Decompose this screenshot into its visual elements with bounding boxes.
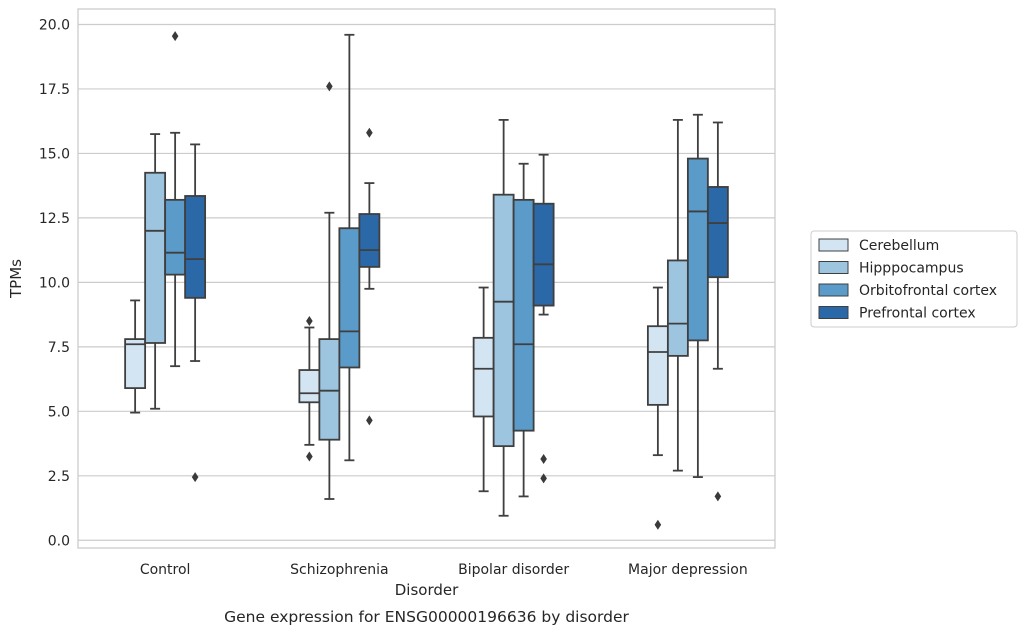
box-prefrontal-cortex	[532, 153, 555, 484]
box-plots	[124, 31, 729, 530]
y-tick-label: 0.0	[48, 533, 70, 549]
box-cerebellum	[646, 286, 669, 530]
box-iqr	[532, 202, 555, 307]
y-tick-label: 7.5	[48, 340, 70, 356]
box-iqr	[298, 369, 321, 404]
legend-item: Hipppocampus	[818, 261, 964, 277]
y-tick-label: 20.0	[39, 17, 70, 33]
y-axis-ticks: 0.0 2.5 5.0 7.5 10.0 12.5 15.0 17.5 20.0	[39, 17, 70, 549]
box-iqr	[492, 193, 515, 448]
box-cerebellum	[298, 316, 321, 462]
box-iqr	[184, 195, 207, 299]
box-orbitofrontal-cortex	[512, 162, 535, 498]
box-iqr	[338, 227, 361, 369]
box-hipppocampus	[318, 81, 341, 500]
box-orbitofrontal-cortex	[164, 31, 187, 368]
y-tick-label: 10.0	[39, 275, 70, 291]
legend-item: Cerebellum	[818, 238, 939, 254]
outlier-point	[654, 519, 662, 530]
x-tick-label: Schizophrenia	[290, 562, 388, 578]
box-orbitofrontal-cortex	[338, 33, 361, 462]
legend-swatch	[818, 261, 849, 274]
box-iqr	[358, 213, 381, 268]
x-axis-label: Disorder	[395, 581, 459, 599]
y-tick-label: 17.5	[39, 82, 70, 98]
legend-label: Orbitofrontal cortex	[859, 283, 997, 299]
x-axis-ticks: Control Schizophrenia Bipolar disorder Majo…	[140, 562, 748, 578]
legend-label: Hipppocampus	[859, 261, 964, 277]
box-hipppocampus	[492, 118, 515, 517]
outlier-point	[191, 472, 199, 483]
chart-caption: Gene expression for ENSG00000196636 by d…	[224, 608, 629, 626]
box-iqr	[144, 171, 167, 344]
box-orbitofrontal-cortex	[686, 113, 709, 478]
box-iqr	[646, 325, 669, 406]
box-prefrontal-cortex	[358, 127, 381, 426]
outlier-point	[714, 491, 722, 502]
box-iqr	[686, 157, 709, 342]
outlier-point	[171, 31, 179, 42]
y-tick-label: 15.0	[39, 146, 70, 162]
outlier-point	[540, 473, 547, 484]
box-hipppocampus	[144, 133, 167, 410]
y-tick-label: 12.5	[39, 211, 70, 227]
box-prefrontal-cortex	[184, 143, 207, 483]
box-cerebellum	[472, 286, 495, 493]
x-tick-label: Major depression	[628, 562, 748, 578]
x-tick-label: Bipolar disorder	[458, 562, 569, 578]
legend-label: Prefrontal cortex	[859, 306, 976, 322]
outlier-point	[366, 127, 373, 138]
outlier-point	[366, 415, 373, 426]
box-iqr	[472, 336, 495, 418]
outlier-point	[306, 451, 313, 462]
box-iqr	[164, 198, 187, 276]
y-tick-label: 5.0	[48, 404, 70, 420]
legend-swatch	[818, 238, 849, 252]
outlier-point	[306, 316, 313, 327]
legend-item: Orbitofrontal cortex	[818, 283, 997, 299]
outlier-point	[540, 454, 547, 465]
x-tick-label: Control	[140, 562, 191, 578]
legend-frame	[810, 230, 1018, 328]
box-hipppocampus	[666, 118, 689, 472]
box-iqr	[666, 259, 689, 357]
box-prefrontal-cortex	[706, 121, 729, 502]
outlier-point	[326, 81, 333, 92]
box-iqr	[318, 338, 341, 441]
box-iqr	[512, 198, 535, 432]
y-axis-label: TPMs	[7, 259, 25, 299]
box-iqr	[124, 338, 147, 390]
legend: Cerebellum Hipppocampus Orbitofrontal cort…	[810, 230, 1018, 328]
plot-frame	[77, 8, 776, 549]
legend-item: Prefrontal cortex	[818, 306, 976, 322]
legend-swatch	[818, 283, 849, 297]
legend-label: Cerebellum	[859, 238, 939, 254]
legend-swatch	[818, 306, 849, 319]
box-iqr	[706, 186, 729, 279]
y-tick-label: 2.5	[48, 469, 70, 485]
box-cerebellum	[124, 299, 147, 414]
